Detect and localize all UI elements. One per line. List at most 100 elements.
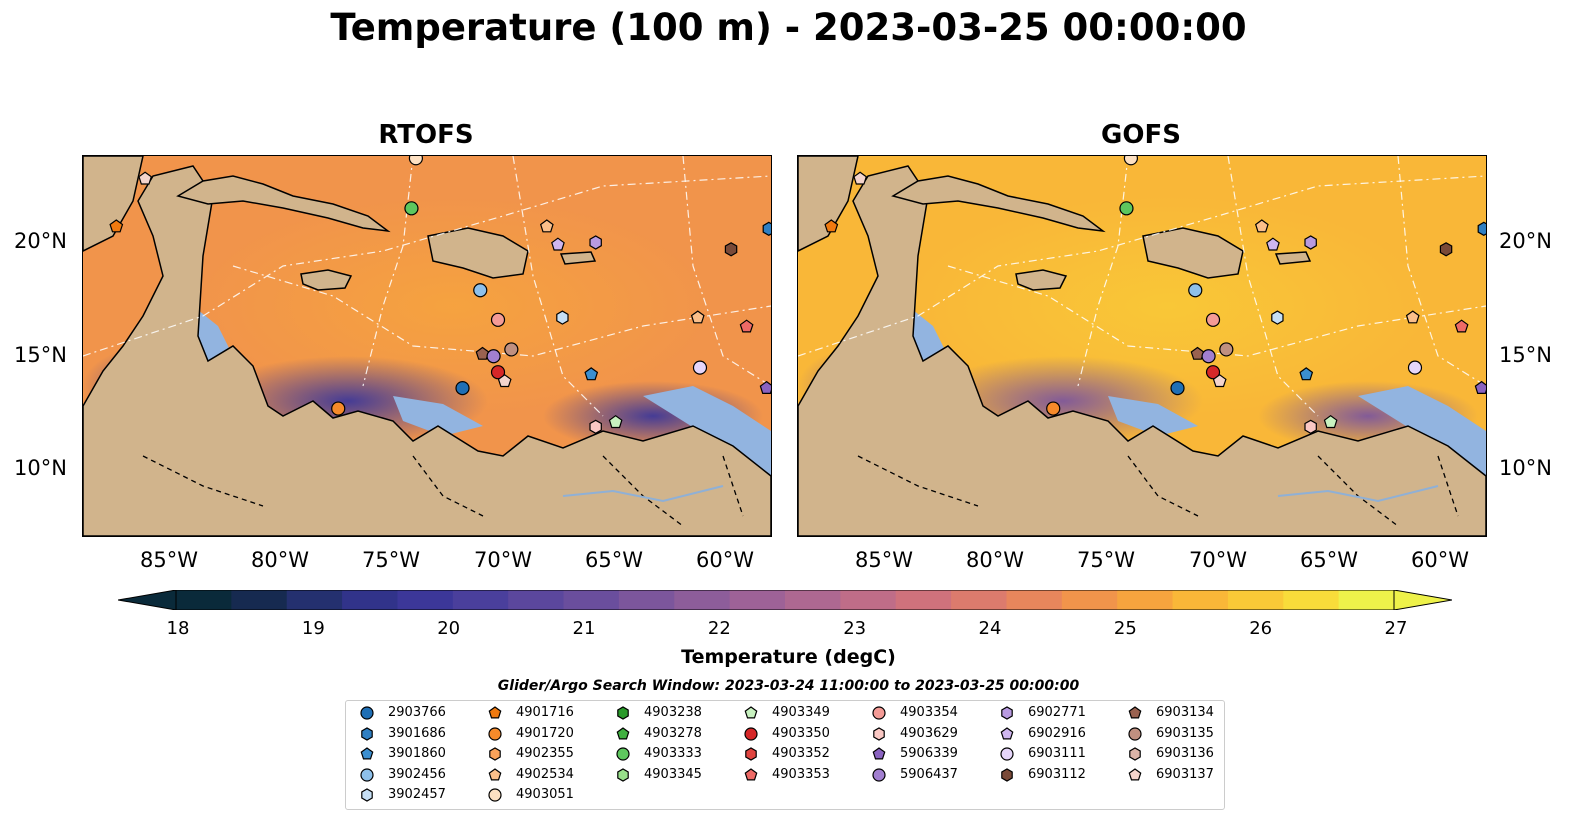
legend-marker-4903352[interactable] [745,747,757,761]
platform-marker-4903349[interactable] [608,414,623,429]
platform-marker-4903349[interactable] [1323,414,1338,429]
lat-label-15n-left: 15°N [14,343,67,367]
legend-marker-6903112[interactable] [1001,767,1013,782]
map-rtofs[interactable] [82,155,772,537]
platform-marker-4903051[interactable] [1123,156,1139,166]
legend-marker-4901720[interactable] [488,726,502,741]
legend-marker-3902456[interactable] [360,767,374,782]
platform-marker-3901860[interactable] [584,367,599,381]
legend-marker-5906339[interactable] [872,747,886,760]
platform-marker-5906339[interactable] [1474,380,1486,394]
legend-marker-4903353[interactable] [744,767,758,780]
platform-marker-6903111[interactable] [692,360,708,375]
colorbar-band [342,590,398,610]
legend-marker-4903238[interactable] [617,706,629,720]
platform-marker-6903134[interactable] [1190,346,1205,360]
platform-marker-6903112[interactable] [724,242,738,257]
colorbar-tick-label: 19 [301,618,325,639]
platform-marker-6903137[interactable] [138,171,153,185]
platform-marker-4903051[interactable] [408,156,424,166]
platform-marker-6903135[interactable] [504,342,519,357]
platform-marker-4903354[interactable] [1205,312,1221,327]
platform-marker-2903766[interactable] [455,380,470,396]
legend-marker-icon [1128,767,1142,780]
platform-marker-4901720[interactable] [1046,401,1061,416]
platform-marker-3901686[interactable] [762,221,771,236]
legend-marker-icon [1128,726,1142,741]
legend-label: 5906437 [900,766,958,782]
legend-marker-icon [1000,726,1014,739]
legend-marker-4903350[interactable] [744,726,758,741]
platform-marker-3902457[interactable] [556,310,569,325]
legend-marker-6902916[interactable] [1000,726,1014,739]
platform-marker-6903112[interactable] [1439,242,1453,257]
platform-marker-4901716[interactable] [109,219,124,233]
legend-label: 2903766 [388,705,446,720]
platform-marker-2903766[interactable] [1170,380,1185,396]
panel-title-rtofs: RTOFS [378,120,474,150]
legend-marker-4902355[interactable] [489,747,501,761]
platform-marker-6903137[interactable] [497,374,512,388]
legend-label: 6902916 [1028,725,1086,741]
platform-marker-4901720[interactable] [331,401,346,416]
platform-marker-6902916[interactable] [1266,237,1280,251]
legend-marker-4902534[interactable] [488,767,502,780]
platform-marker-6903134[interactable] [475,346,490,360]
legend-marker-2903766[interactable] [360,706,374,720]
platform-marker-6903137[interactable] [1212,374,1227,388]
platform-marker-3902456[interactable] [1188,283,1203,298]
legend-marker-4903333[interactable] [616,747,630,761]
platform-marker-3901860[interactable] [1299,367,1314,381]
platform-marker-4903350[interactable] [1205,365,1221,380]
legend-marker-6903134[interactable] [1128,706,1142,719]
platform-marker-4903629[interactable] [1304,419,1317,434]
platform-marker-6902771[interactable] [1304,235,1317,250]
platform-marker-3901686[interactable] [1477,221,1486,236]
legend-marker-4903278[interactable] [616,726,630,739]
legend-marker-3901686[interactable] [361,726,373,741]
legend-marker-3902457[interactable] [361,788,373,802]
legend-marker-6903111[interactable] [1000,747,1014,761]
platform-marker-3902457[interactable] [1271,310,1284,325]
platform-marker-4903353[interactable] [1454,319,1469,333]
legend-marker-4901716[interactable] [488,706,502,719]
legend-marker-4903354[interactable] [872,706,886,720]
platform-marker-5906339[interactable] [759,380,771,394]
legend-marker-icon [361,726,373,741]
platform-marker-6903137[interactable] [853,171,868,185]
platform-marker-4903629[interactable] [589,419,602,434]
platform-marker-4902534[interactable] [690,310,705,324]
platform-marker-4903350[interactable] [490,365,506,380]
platform-marker-4903333[interactable] [404,201,419,216]
legend-marker-5906437[interactable] [872,767,886,782]
colorbar-extend-high [1393,589,1453,611]
platform-marker-5906437[interactable] [1201,349,1216,364]
legend-marker-4903349[interactable] [744,706,758,719]
platform-marker-6902916[interactable] [551,237,565,251]
platform-marker-6902771[interactable] [589,235,602,250]
legend-marker-4903051[interactable] [488,788,502,802]
colorbar-band [231,590,288,610]
legend-marker-icon [745,747,757,761]
platform-marker-4901716[interactable] [824,219,839,233]
legend-marker-3901860[interactable] [360,747,374,760]
legend-marker-icon [361,788,373,802]
platform-marker-4903354[interactable] [490,312,506,327]
platform-marker-4903353[interactable] [739,319,754,333]
legend-marker-4903345[interactable] [617,767,629,782]
legend-marker-6903137[interactable] [1128,767,1142,780]
legend-marker-6903135[interactable] [1128,726,1142,741]
platform-marker-6903135[interactable] [1219,342,1234,357]
map-gofs[interactable] [797,155,1487,537]
platform-marker-4902534[interactable] [1254,219,1269,233]
platform-marker-4903333[interactable] [1119,201,1134,216]
platform-marker-5906437[interactable] [486,349,501,364]
platform-marker-4902534[interactable] [1405,310,1420,324]
legend-marker-6903136[interactable] [1129,747,1141,761]
colorbar-band [951,590,1007,610]
platform-marker-6903111[interactable] [1407,360,1423,375]
legend-marker-4903629[interactable] [873,726,885,741]
platform-marker-4902534[interactable] [539,219,554,233]
legend-marker-6902771[interactable] [1001,706,1013,720]
platform-marker-3902456[interactable] [473,283,488,298]
